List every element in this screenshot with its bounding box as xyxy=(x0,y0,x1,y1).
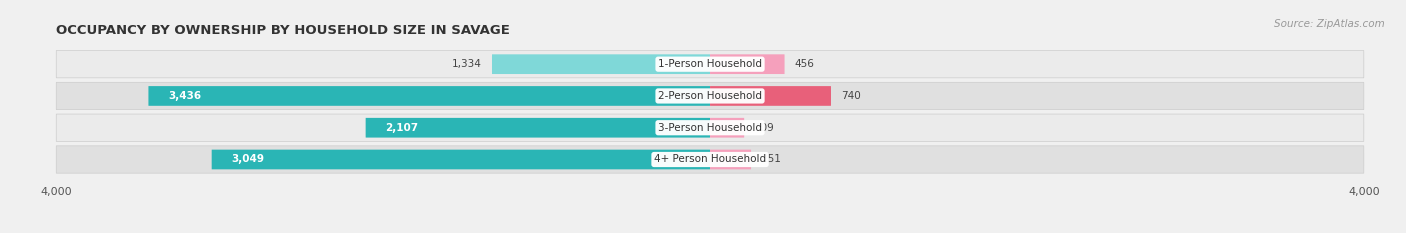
FancyBboxPatch shape xyxy=(56,51,1364,78)
Text: 3-Person Household: 3-Person Household xyxy=(658,123,762,133)
FancyBboxPatch shape xyxy=(710,54,785,74)
FancyBboxPatch shape xyxy=(710,150,751,169)
Text: Source: ZipAtlas.com: Source: ZipAtlas.com xyxy=(1274,19,1385,29)
Text: 251: 251 xyxy=(761,154,780,164)
Text: 1-Person Household: 1-Person Household xyxy=(658,59,762,69)
Text: 740: 740 xyxy=(841,91,860,101)
Text: 1,334: 1,334 xyxy=(453,59,482,69)
FancyBboxPatch shape xyxy=(710,118,744,137)
Text: 3,436: 3,436 xyxy=(169,91,201,101)
Text: 2,107: 2,107 xyxy=(385,123,419,133)
Text: 209: 209 xyxy=(754,123,773,133)
Text: 3,049: 3,049 xyxy=(232,154,264,164)
FancyBboxPatch shape xyxy=(56,146,1364,173)
Text: 4+ Person Household: 4+ Person Household xyxy=(654,154,766,164)
Text: OCCUPANCY BY OWNERSHIP BY HOUSEHOLD SIZE IN SAVAGE: OCCUPANCY BY OWNERSHIP BY HOUSEHOLD SIZE… xyxy=(56,24,510,37)
FancyBboxPatch shape xyxy=(492,54,710,74)
FancyBboxPatch shape xyxy=(56,114,1364,141)
Text: 456: 456 xyxy=(794,59,814,69)
FancyBboxPatch shape xyxy=(212,150,710,169)
FancyBboxPatch shape xyxy=(710,86,831,106)
FancyBboxPatch shape xyxy=(56,82,1364,110)
FancyBboxPatch shape xyxy=(366,118,710,137)
FancyBboxPatch shape xyxy=(149,86,710,106)
Text: 2-Person Household: 2-Person Household xyxy=(658,91,762,101)
